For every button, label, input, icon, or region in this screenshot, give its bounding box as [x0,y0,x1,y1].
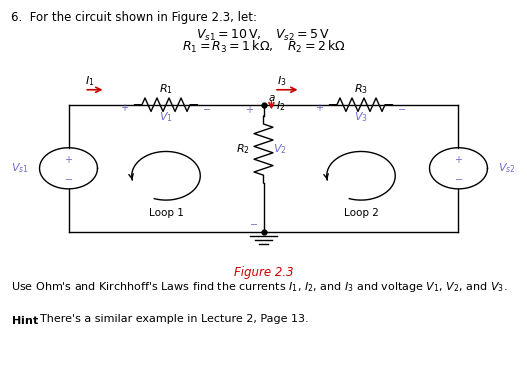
Text: $a$: $a$ [268,93,276,103]
Text: $+$: $+$ [120,102,129,113]
Text: $I_1$: $I_1$ [85,74,94,88]
Text: $-$: $-$ [64,172,73,183]
Text: $-$: $-$ [397,103,406,113]
Text: 6.  For the circuit shown in Figure 2.3, let:: 6. For the circuit shown in Figure 2.3, … [11,11,257,24]
Text: $+$: $+$ [245,104,254,115]
Text: Loop 2: Loop 2 [344,208,378,218]
Text: $V_3$: $V_3$ [354,110,368,124]
Text: $R_1$: $R_1$ [159,83,173,96]
Text: $V_{s2}$: $V_{s2}$ [498,162,516,175]
Text: $\mathbf{Hint}$: $\mathbf{Hint}$ [11,314,38,326]
Text: $+$: $+$ [315,102,324,113]
Text: $R_1 = R_3 = 1\,\mathrm{k\Omega},\quad R_2 = 2\,\mathrm{k\Omega}$: $R_1 = R_3 = 1\,\mathrm{k\Omega},\quad R… [182,39,345,55]
Text: $+$: $+$ [454,154,463,165]
Text: $V_{s1} = 10\,\mathrm{V},\quad V_{s2} = 5\,\mathrm{V}$: $V_{s1} = 10\,\mathrm{V},\quad V_{s2} = … [197,28,330,43]
Text: $V_2$: $V_2$ [273,143,287,156]
Text: $-$: $-$ [202,103,211,113]
Text: $-$: $-$ [454,172,463,183]
Text: $I_2$: $I_2$ [276,99,285,113]
Text: $V_1$: $V_1$ [159,110,173,124]
Text: Figure 2.3: Figure 2.3 [233,266,294,279]
Text: Use Ohm's and Kirchhoff's Laws find the currents $I_1$, $I_2$, and $I_3$ and vol: Use Ohm's and Kirchhoff's Laws find the … [11,280,507,294]
Text: $R_3$: $R_3$ [354,83,368,96]
Text: There's a similar example in Lecture 2, Page 13.: There's a similar example in Lecture 2, … [40,314,308,324]
Text: $-$: $-$ [249,218,258,227]
Text: $R_2$: $R_2$ [237,143,250,156]
Text: $I_3$: $I_3$ [277,74,287,88]
Text: $V_{s1}$: $V_{s1}$ [11,162,29,175]
Text: $+$: $+$ [64,154,73,165]
Text: Loop 1: Loop 1 [149,208,183,218]
